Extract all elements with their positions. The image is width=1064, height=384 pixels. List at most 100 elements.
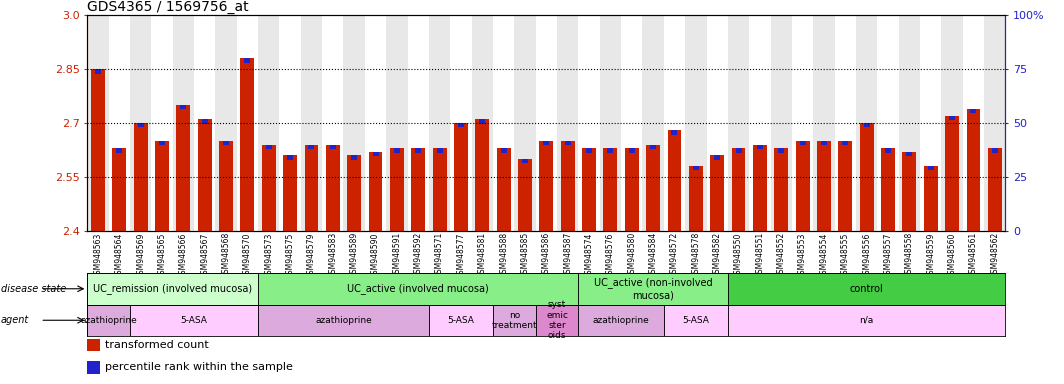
Bar	[137, 123, 144, 127]
Bar	[87, 305, 130, 336]
Bar	[949, 116, 955, 120]
Bar	[667, 130, 681, 231]
Text: control: control	[850, 284, 883, 294]
Text: UC_active (involved mucosa): UC_active (involved mucosa)	[347, 283, 489, 294]
Bar	[92, 69, 105, 231]
Bar	[685, 15, 706, 231]
Bar	[711, 156, 725, 231]
Bar	[907, 152, 912, 156]
Bar	[728, 305, 1005, 336]
Bar	[113, 148, 127, 231]
Text: GDS4365 / 1569756_at: GDS4365 / 1569756_at	[87, 0, 249, 14]
Bar	[454, 123, 468, 231]
Bar	[664, 15, 685, 231]
Bar	[860, 123, 874, 231]
Bar	[151, 15, 172, 231]
Bar	[479, 119, 485, 124]
Bar	[202, 119, 207, 124]
Bar	[899, 15, 920, 231]
Bar	[433, 148, 447, 231]
Bar	[87, 15, 109, 231]
Text: percentile rank within the sample: percentile rank within the sample	[104, 362, 293, 372]
Text: n/a: n/a	[860, 316, 874, 325]
Bar	[109, 15, 130, 231]
Bar	[450, 15, 471, 231]
Bar	[561, 141, 575, 231]
Text: transformed count: transformed count	[104, 340, 209, 350]
Bar	[408, 15, 429, 231]
Bar	[372, 152, 379, 156]
Bar	[625, 148, 638, 231]
Bar	[458, 123, 464, 127]
Bar	[671, 130, 678, 134]
Bar	[535, 305, 579, 336]
Bar	[629, 148, 635, 152]
Bar	[415, 148, 421, 152]
Bar	[301, 15, 322, 231]
Bar	[942, 15, 963, 231]
Bar	[646, 145, 660, 231]
Bar	[817, 141, 831, 231]
Bar	[834, 15, 857, 231]
Bar	[693, 166, 699, 170]
Bar	[322, 15, 344, 231]
Bar	[389, 148, 404, 231]
Bar	[643, 15, 664, 231]
Text: azathioprine: azathioprine	[315, 316, 372, 325]
Bar	[172, 15, 194, 231]
Bar	[87, 361, 100, 374]
Bar	[177, 105, 190, 231]
Bar	[368, 152, 382, 231]
Bar	[775, 148, 788, 231]
Bar	[130, 15, 151, 231]
Bar	[493, 15, 514, 231]
Bar	[714, 156, 720, 160]
Bar	[194, 15, 215, 231]
Bar	[280, 15, 301, 231]
Bar	[236, 15, 259, 231]
Text: no
treatment: no treatment	[492, 311, 537, 330]
Bar	[753, 145, 767, 231]
Bar	[116, 148, 122, 152]
Bar	[493, 305, 535, 336]
Bar	[582, 148, 596, 231]
Bar	[262, 145, 276, 231]
Bar	[579, 305, 664, 336]
Text: UC_remission (involved mucosa): UC_remission (involved mucosa)	[94, 283, 252, 294]
Bar	[864, 123, 869, 127]
Bar	[920, 15, 942, 231]
Bar	[287, 156, 293, 160]
Text: syst
emic
ster
oids: syst emic ster oids	[546, 300, 568, 340]
Bar	[219, 141, 233, 231]
Bar	[966, 109, 980, 231]
Text: UC_active (non-involved
mucosa): UC_active (non-involved mucosa)	[594, 278, 713, 300]
Bar	[857, 15, 878, 231]
Bar	[514, 15, 535, 231]
Bar	[501, 148, 506, 152]
Bar	[878, 15, 899, 231]
Bar	[945, 116, 959, 231]
Bar	[130, 305, 259, 336]
Bar	[838, 141, 852, 231]
Bar	[412, 148, 426, 231]
Bar	[240, 58, 254, 231]
Bar	[749, 15, 770, 231]
Bar	[688, 166, 703, 231]
Bar	[259, 15, 280, 231]
Bar	[706, 15, 728, 231]
Bar	[843, 141, 848, 145]
Bar	[603, 148, 617, 231]
Bar	[347, 156, 361, 231]
Bar	[518, 159, 532, 231]
Bar	[881, 148, 895, 231]
Bar	[429, 305, 493, 336]
Bar	[813, 15, 834, 231]
Bar	[198, 119, 212, 231]
Bar	[215, 15, 236, 231]
Bar	[539, 141, 553, 231]
Bar	[330, 145, 336, 149]
Bar	[344, 15, 365, 231]
Bar	[885, 148, 891, 152]
Bar	[757, 145, 763, 149]
Bar	[326, 145, 339, 231]
